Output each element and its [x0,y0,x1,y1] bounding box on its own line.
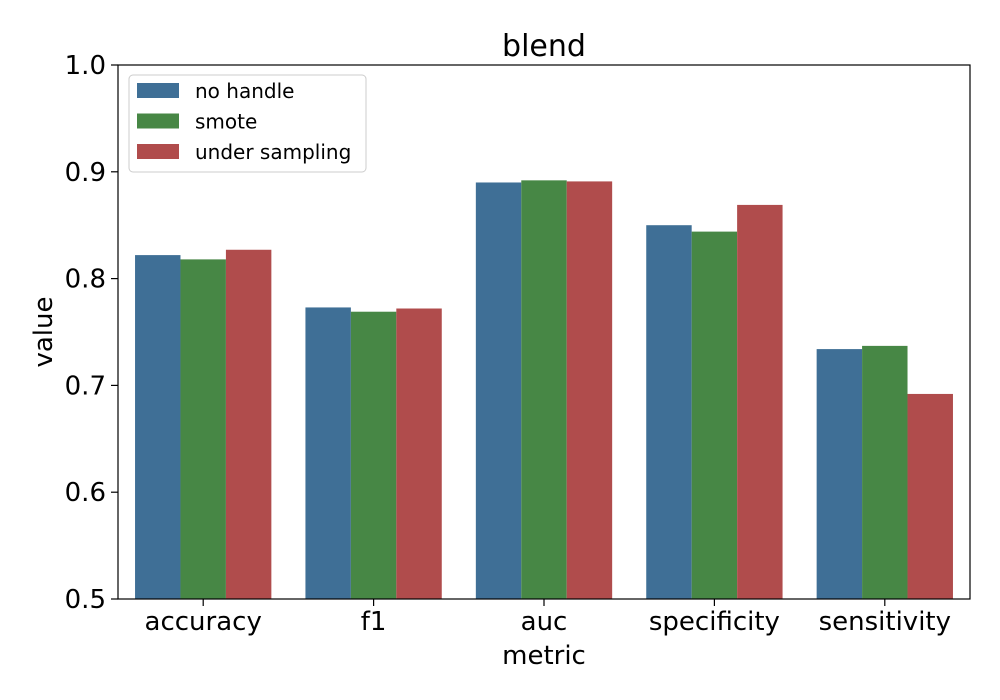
y-axis: 0.5 0.6 0.7 0.8 0.9 1.0 [65,51,118,615]
bar-sensitivity-under-sampling [907,393,953,599]
bar-auc-under-sampling [566,181,613,599]
bar-sensitivity-smote [862,345,908,599]
legend-swatch [137,83,179,98]
x-axis-label: metric [502,641,586,671]
legend-swatch [137,113,179,129]
legend-label: under sampling [195,140,351,164]
y-tick-label: 0.8 [65,265,106,295]
x-axis: accuracy f1 auc specificity sensitivity [145,599,951,637]
chart-title: blend [502,29,586,64]
bar-accuracy-smote [180,259,226,599]
x-tick-label: auc [521,607,568,637]
y-tick-label: 0.6 [65,478,106,508]
bars-group [135,180,953,600]
x-tick-label: sensitivity [819,607,951,637]
legend: no handle smote under sampling [128,74,367,173]
bar-accuracy-under-sampling [225,249,272,599]
legend-swatch [137,144,179,159]
bar-auc-no-handle [475,182,522,600]
bar-sensitivity-no-handle [816,349,863,599]
legend-label: smote [195,110,257,134]
y-tick-label: 0.5 [65,585,106,615]
plot-frame [117,64,971,600]
bar-f1-smote [350,311,397,599]
bar-auc-smote [521,180,567,599]
bar-specificity-no-handle [646,225,692,599]
bar-accuracy-no-handle [135,255,181,599]
bar-specificity-under-sampling [737,204,783,599]
x-tick-label: accuracy [145,607,262,637]
legend-label: no handle [195,79,294,103]
bar-specificity-smote [691,231,738,600]
legend-box [128,74,367,173]
bar-f1-no-handle [305,307,351,599]
y-tick-label: 0.7 [65,371,106,401]
bar-f1-under-sampling [396,308,442,599]
y-axis-label: value [29,296,59,367]
x-tick-label: f1 [361,607,387,637]
y-tick-label: 1.0 [65,51,106,81]
y-tick-label: 0.9 [65,158,106,188]
x-tick-label: specificity [649,607,780,637]
